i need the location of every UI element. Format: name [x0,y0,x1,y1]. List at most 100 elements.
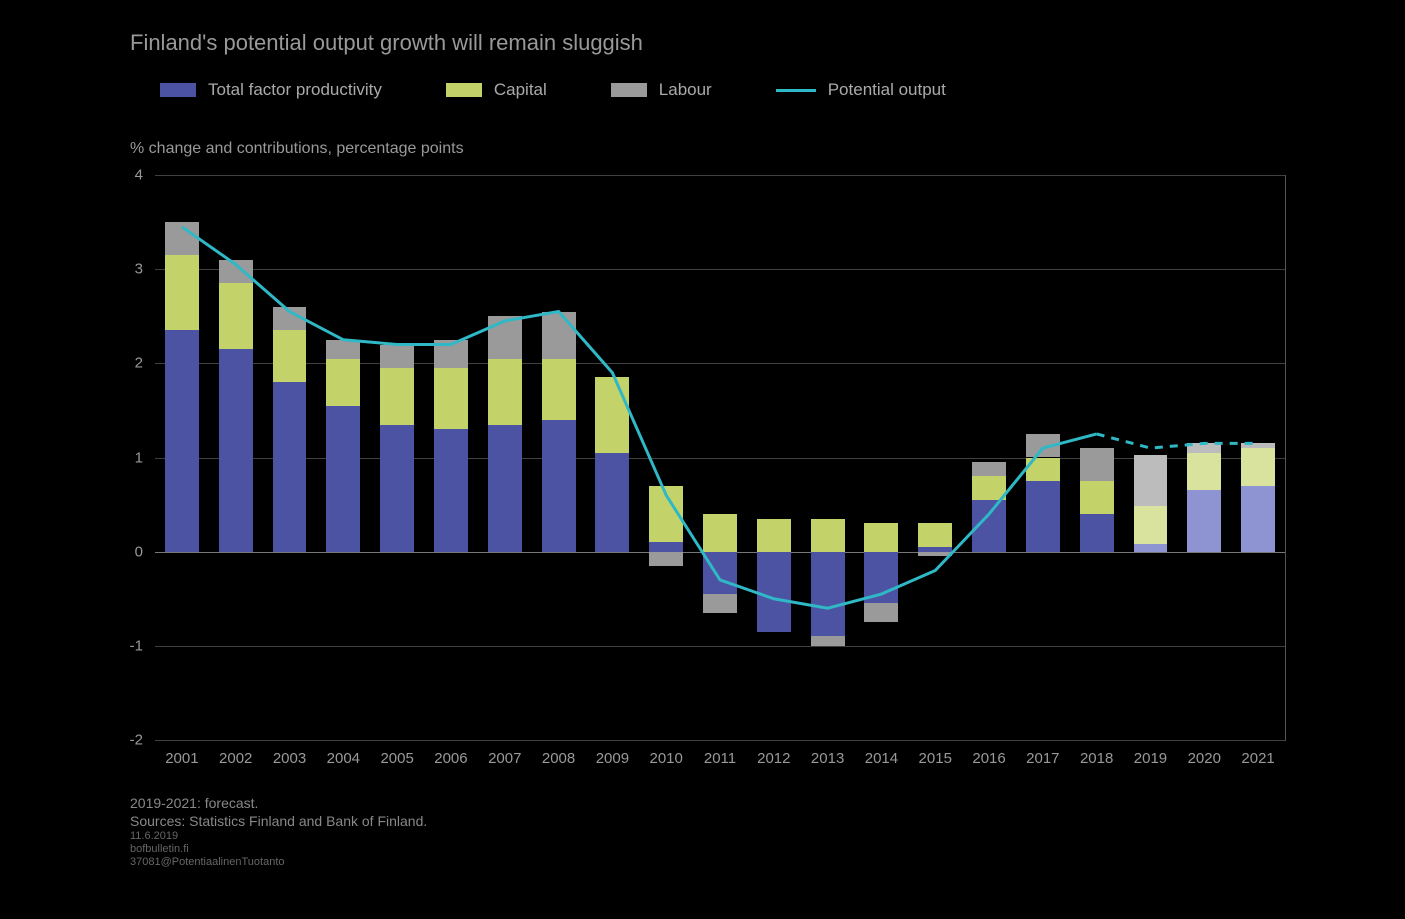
bar-seg-tfp [1187,490,1221,551]
bar-group [1134,175,1168,740]
footer-id: 37081@PotentiaalinenTuotanto [130,856,427,869]
footer-forecast-note: 2019-2021: forecast. [130,795,427,813]
x-tick: 2001 [165,750,198,767]
y-tick: 3 [135,261,143,278]
bar-seg-capital [434,368,468,429]
bar-seg-labour [542,312,576,359]
bar-group [918,175,952,740]
bar-seg-labour [1187,443,1221,452]
bar-group [165,175,199,740]
footer-sources: Sources: Statistics Finland and Bank of … [130,813,427,831]
legend-label-potential: Potential output [828,80,946,100]
x-tick: 2020 [1188,750,1221,767]
bar-seg-capital [1134,506,1168,544]
bar-seg-tfp [864,552,898,604]
legend: Total factor productivity Capital Labour… [160,80,946,100]
bar-seg-tfp [488,425,522,552]
bar-seg-labour [488,316,522,358]
plot-area: -2-1012342001200220032004200520062007200… [155,175,1286,741]
x-tick: 2011 [704,750,736,767]
bar-seg-capital [918,523,952,547]
bar-seg-capital [1080,481,1114,514]
bar-seg-labour [219,260,253,284]
y-tick: 4 [135,167,143,184]
bar-seg-capital [1026,458,1060,482]
bar-seg-tfp [811,552,845,637]
bar-seg-tfp [1080,514,1114,552]
bar-seg-capital [542,359,576,420]
bar-group [864,175,898,740]
bar-seg-tfp [649,542,683,551]
bar-group [1080,175,1114,740]
bar-seg-labour [326,340,360,359]
bar-seg-capital [165,255,199,330]
bar-group [649,175,683,740]
bar-seg-capital [488,359,522,425]
y-tick: 2 [135,355,143,372]
bar-seg-capital [273,330,307,382]
bar-seg-capital [864,523,898,551]
bar-seg-labour [434,340,468,368]
x-tick: 2013 [811,750,844,767]
bar-seg-labour [649,552,683,566]
bar-seg-labour [273,307,307,331]
bar-seg-tfp [1134,544,1168,552]
bar-seg-capital [595,377,629,452]
y-tick: 1 [135,449,143,466]
bar-seg-tfp [380,425,414,552]
bar-seg-tfp [703,552,737,594]
bar-seg-labour [864,603,898,622]
bar-seg-tfp [165,330,199,551]
y-tick: -2 [130,732,143,749]
bar-group [1026,175,1060,740]
x-tick: 2004 [327,750,360,767]
gridline [155,740,1285,741]
chart-container: Finland's potential output growth will r… [0,0,1405,919]
x-tick: 2018 [1080,750,1113,767]
x-tick: 2008 [542,750,575,767]
bar-group [595,175,629,740]
bar-seg-capital [326,359,360,406]
x-tick: 2021 [1241,750,1274,767]
legend-label-capital: Capital [494,80,547,100]
x-tick: 2009 [596,750,629,767]
legend-label-labour: Labour [659,80,712,100]
bar-seg-labour [1241,443,1275,448]
legend-swatch-labour [611,83,647,97]
bar-seg-capital [703,514,737,552]
bar-seg-capital [811,519,845,552]
bar-seg-tfp [757,552,791,632]
bar-seg-labour [165,222,199,255]
bar-seg-tfp [595,453,629,552]
bar-group [757,175,791,740]
x-tick: 2006 [434,750,467,767]
x-tick: 2017 [1026,750,1059,767]
bar-seg-labour [1026,434,1060,458]
legend-label-tfp: Total factor productivity [208,80,382,100]
bar-seg-labour [972,462,1006,476]
bar-group [273,175,307,740]
x-tick: 2016 [972,750,1005,767]
bar-seg-capital [649,486,683,543]
bar-group [542,175,576,740]
bar-seg-tfp [219,349,253,551]
bar-seg-capital [1241,448,1275,486]
bar-seg-tfp [1241,486,1275,552]
x-tick: 2002 [219,750,252,767]
bar-group [380,175,414,740]
bar-group [811,175,845,740]
bar-seg-tfp [972,500,1006,552]
bar-seg-labour [1080,448,1114,481]
bar-group [1187,175,1221,740]
bar-group [219,175,253,740]
x-tick: 2005 [380,750,413,767]
potential-line-forecast [1097,434,1258,448]
x-tick: 2019 [1134,750,1167,767]
bar-seg-tfp [273,382,307,552]
bar-seg-capital [219,283,253,349]
bar-group [488,175,522,740]
x-tick: 2012 [757,750,790,767]
y-axis-label: % change and contributions, percentage p… [130,140,464,158]
chart-footer: 2019-2021: forecast. Sources: Statistics… [130,795,427,870]
bar-group [972,175,1006,740]
